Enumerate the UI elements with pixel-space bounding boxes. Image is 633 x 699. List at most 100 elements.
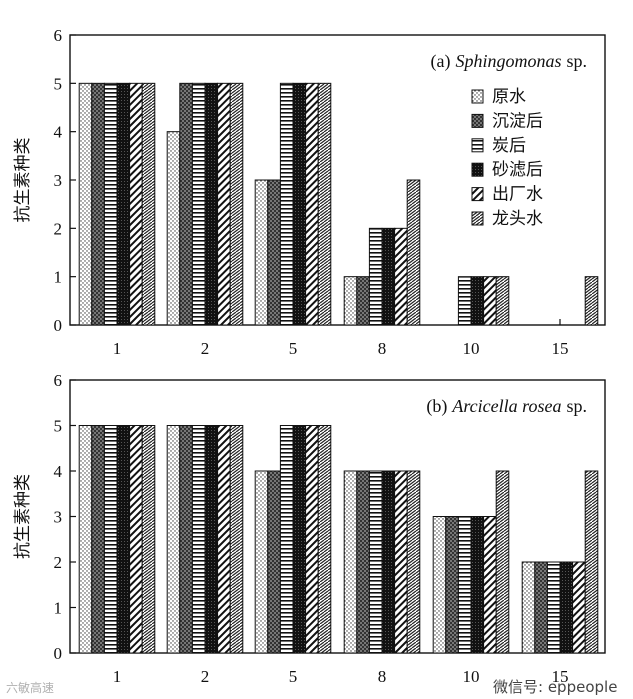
species-suffix-a: sp. xyxy=(566,51,587,71)
watermark-left: 六敏高速 xyxy=(6,680,54,695)
y-tick-label-a: 3 xyxy=(54,171,63,190)
y-tick-label-a: 6 xyxy=(54,26,63,45)
y-tick-label-a: 5 xyxy=(54,74,63,93)
x-tick-label-b: 5 xyxy=(289,667,298,686)
bar-a-series-4-cat-1 xyxy=(217,82,231,326)
legend-swatch-3 xyxy=(471,162,484,177)
legend-label-0: 原水 xyxy=(492,87,526,107)
species-suffix-b: sp. xyxy=(566,396,587,416)
legend-label-4: 出厂水 xyxy=(492,185,543,205)
y-axis-label-a: 抗生素种类 xyxy=(13,138,33,223)
y-tick-label-a: 1 xyxy=(54,268,63,287)
panel-label-b: (b) xyxy=(426,396,447,417)
bar-a-series-0-cat-2 xyxy=(254,179,269,326)
legend-label-2: 炭后 xyxy=(492,136,526,156)
y-tick-label-b: 0 xyxy=(54,644,63,663)
bar-b-series-3-cat-1 xyxy=(204,425,219,654)
bar-b-series-0-cat-5 xyxy=(521,561,536,654)
bar-b-series-1-cat-5 xyxy=(534,561,548,654)
y-tick-label-b: 5 xyxy=(54,417,63,436)
bar-b-series-3-cat-3 xyxy=(381,470,396,654)
bar-b-series-3-cat-5 xyxy=(559,561,574,654)
bar-a-series-3-cat-0 xyxy=(116,82,131,326)
watermark-right: 微信号: eppeople xyxy=(493,678,617,696)
bar-b-series-2-cat-3 xyxy=(368,470,383,654)
bar-b-series-2-cat-1 xyxy=(191,425,206,654)
panel-b: 0 1 2 3 4 5 6 抗生素种类 (b) Arcicella rosea sp. 1 2 5 8 10 1… xyxy=(13,371,606,686)
legend-swatch-5 xyxy=(471,211,484,226)
legend-label-5: 龙头水 xyxy=(492,209,543,229)
bar-b-series-4-cat-3 xyxy=(394,470,408,654)
panel-title-b: (b) Arcicella rosea sp. xyxy=(426,396,587,417)
bar-b-series-5-cat-1 xyxy=(229,425,244,654)
bar-b-series-0-cat-4 xyxy=(432,516,447,654)
x-tick-label-b: 1 xyxy=(113,667,122,686)
species-name-a: Sphingomonas xyxy=(455,51,561,71)
bar-a-series-5-cat-5 xyxy=(584,276,599,326)
bar-a-series-4-cat-3 xyxy=(394,227,408,326)
y-tick-label-b: 1 xyxy=(54,599,63,618)
bar-b-series-1-cat-4 xyxy=(445,516,459,654)
bar-b-series-0-cat-3 xyxy=(343,470,358,654)
bar-a-series-5-cat-2 xyxy=(317,82,332,326)
bar-b-series-5-cat-3 xyxy=(406,470,421,654)
bar-b-series-4-cat-4 xyxy=(483,516,497,654)
bar-b-series-5-cat-2 xyxy=(317,425,332,654)
bar-a-series-5-cat-1 xyxy=(229,82,244,326)
y-tick-label-a: 4 xyxy=(54,123,63,142)
bar-a-series-5-cat-4 xyxy=(495,276,510,326)
y-tick-label-b: 2 xyxy=(54,553,63,572)
bar-a-series-5-cat-3 xyxy=(406,179,421,326)
legend-label-1: 沉淀后 xyxy=(492,111,543,131)
y-tick-label-b: 6 xyxy=(54,371,63,390)
x-tick-label-a: 15 xyxy=(552,339,569,358)
bar-a-series-2-cat-0 xyxy=(103,82,118,326)
bar-b-series-0-cat-0 xyxy=(78,425,93,654)
bar-a-series-5-cat-0 xyxy=(141,82,156,326)
legend-swatch-0 xyxy=(471,89,484,104)
bar-a-series-1-cat-1 xyxy=(179,82,193,326)
panel-label-a: (a) xyxy=(430,51,450,72)
legend-swatch-1 xyxy=(471,113,484,128)
bar-a-series-4-cat-2 xyxy=(305,82,319,326)
bar-b-series-0-cat-2 xyxy=(254,470,269,654)
x-tick-label-b: 10 xyxy=(463,667,480,686)
bar-b-series-5-cat-0 xyxy=(141,425,156,654)
bar-b-series-5-cat-4 xyxy=(495,470,510,654)
x-tick-label-a: 2 xyxy=(201,339,210,358)
x-tick-label-a: 8 xyxy=(378,339,387,358)
bar-b-series-4-cat-1 xyxy=(217,425,231,654)
bar-b-series-1-cat-0 xyxy=(91,425,105,654)
bar-b-series-4-cat-5 xyxy=(572,561,586,654)
bar-b-series-1-cat-3 xyxy=(356,470,370,654)
bar-b-series-2-cat-5 xyxy=(546,561,561,654)
bar-a-series-4-cat-0 xyxy=(129,82,143,326)
bar-b-series-4-cat-2 xyxy=(305,425,319,654)
legend-label-3: 砂滤后 xyxy=(492,160,543,180)
y-tick-label-a: 0 xyxy=(54,316,63,335)
bar-a-series-3-cat-4 xyxy=(470,276,485,326)
legend-swatch-4 xyxy=(471,187,484,202)
bar-a-series-2-cat-1 xyxy=(191,82,206,326)
bar-a-series-3-cat-2 xyxy=(292,82,307,326)
bar-b-series-2-cat-0 xyxy=(103,425,118,654)
x-tick-label-a: 1 xyxy=(113,339,122,358)
x-tick-label-b: 2 xyxy=(201,667,210,686)
bar-b-series-5-cat-5 xyxy=(584,470,599,654)
y-tick-label-b: 4 xyxy=(54,462,63,481)
bar-b-series-3-cat-2 xyxy=(292,425,307,654)
watermark: 六敏高速 微信号: eppeople xyxy=(6,678,617,696)
bar-a-series-1-cat-0 xyxy=(91,82,105,326)
x-tick-label-b: 8 xyxy=(378,667,387,686)
bar-a-series-2-cat-4 xyxy=(457,276,472,326)
x-tick-label-a: 10 xyxy=(463,339,480,358)
x-tick-label-a: 5 xyxy=(289,339,298,358)
bar-b-series-4-cat-0 xyxy=(129,425,143,654)
bar-a-series-2-cat-3 xyxy=(368,227,383,326)
y-axis-label-b: 抗生素种类 xyxy=(13,474,33,559)
bar-a-series-2-cat-2 xyxy=(279,82,294,326)
bar-a-series-3-cat-1 xyxy=(204,82,219,326)
